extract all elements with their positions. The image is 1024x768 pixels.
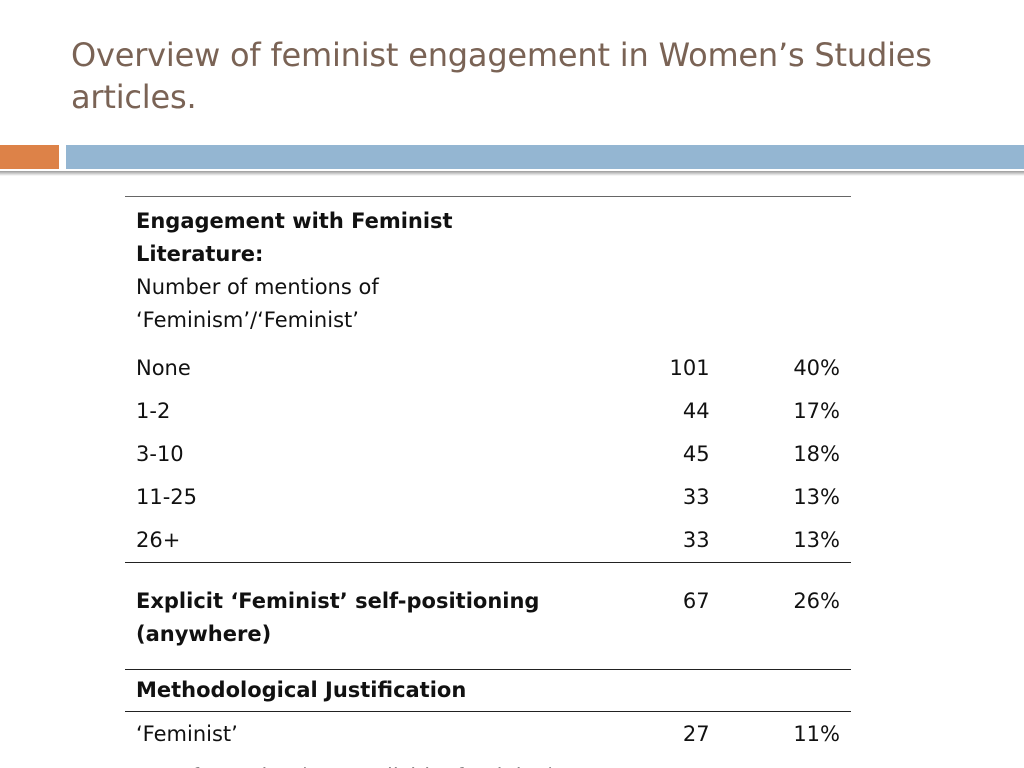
row-percent: 11%: [720, 711, 851, 756]
row-percent: 18%: [793, 442, 840, 466]
engagement-heading: Engagement with Feminist Literature:: [136, 209, 453, 266]
table-row: 26+ 33 13%: [125, 519, 851, 563]
self-positioning-label-line2: (anywhere): [136, 622, 272, 646]
row-count: 101: [669, 356, 710, 380]
row-count: 27: [596, 711, 721, 756]
row-label: Transformative (not explicitly ‘feminist…: [125, 756, 596, 768]
self-positioning-label-line1: Explicit ‘Feminist’ self-positioning: [136, 589, 540, 613]
row-count: 33: [682, 528, 710, 552]
self-positioning-row: Explicit ‘Feminist’ self-positioning (an…: [125, 562, 851, 670]
table-row: 1-2 44 17%: [125, 390, 851, 433]
accent-bar-orange: [0, 145, 59, 169]
row-label: 11-25: [136, 485, 198, 509]
engagement-subheading-line1: Number of mentions of: [136, 275, 379, 299]
table-row: Transformative (not explicitly ‘feminist…: [125, 756, 851, 768]
row-percent: 17%: [793, 399, 840, 423]
self-positioning-percent: 26%: [720, 562, 851, 670]
empty-cell: [720, 669, 851, 712]
row-percent: 13%: [793, 528, 840, 552]
row-percent: 40%: [793, 356, 840, 380]
row-label: ‘Feminist’: [125, 711, 597, 756]
empty-cell: [720, 196, 851, 347]
row-percent: 24%: [721, 756, 851, 768]
row-label: 1-2: [136, 399, 171, 423]
row-count: 44: [682, 399, 710, 423]
table-row: 3-10 45 18%: [125, 433, 851, 476]
row-percent: 13%: [793, 485, 840, 509]
empty-cell: [596, 669, 721, 712]
row-count: 45: [682, 442, 710, 466]
table-row: ‘Feminist’ 27 11%: [125, 711, 851, 756]
empty-cell: [596, 196, 721, 347]
engagement-subheading-line2: ‘Feminism’/‘Feminist’: [136, 308, 359, 332]
row-count: 61: [596, 756, 720, 768]
engagement-header-row: Engagement with Feminist Literature: Num…: [125, 196, 851, 347]
row-label: 26+: [136, 528, 181, 552]
table-row: None 101 40%: [125, 347, 851, 390]
row-label: 3-10: [136, 442, 184, 466]
engagement-header-cell: Engagement with Feminist Literature: Num…: [125, 196, 597, 347]
slide-title: Overview of feminist engagement in Women…: [71, 36, 932, 116]
self-positioning-label: Explicit ‘Feminist’ self-positioning (an…: [125, 562, 597, 670]
row-count: 33: [682, 485, 710, 509]
methodology-heading: Methodological Justification: [125, 669, 597, 712]
accent-bar-shadow: [0, 171, 1024, 176]
self-positioning-count: 67: [596, 562, 721, 670]
accent-bar-blue: [66, 145, 1024, 169]
methodology-header-row: Methodological Justification: [125, 669, 851, 712]
table-row: 11-25 33 13%: [125, 476, 851, 519]
feminist-engagement-table: Engagement with Feminist Literature: Num…: [125, 196, 851, 768]
row-label: None: [136, 356, 191, 380]
